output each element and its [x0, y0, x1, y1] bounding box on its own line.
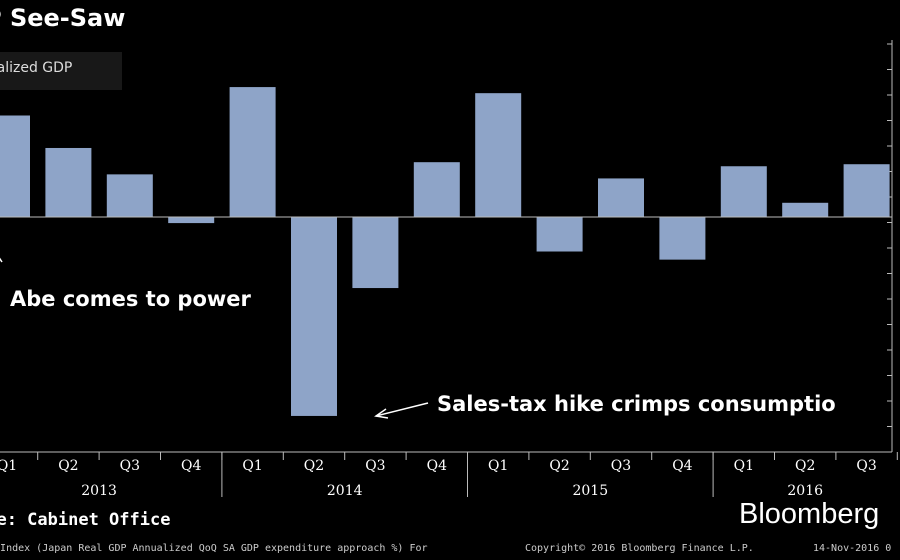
x-tick-label: Q2	[795, 458, 815, 474]
bar-6	[352, 217, 399, 289]
bar-12	[720, 166, 767, 217]
x-tick-label: Q4	[427, 458, 447, 474]
bar-9	[536, 217, 583, 252]
annotation-arrowhead	[374, 408, 389, 419]
x-tick-label: Q3	[120, 458, 140, 474]
legend-box	[0, 52, 122, 90]
legend-label: nnualized GDP	[0, 60, 73, 76]
annotation-arrow	[0, 257, 3, 263]
bar-2	[106, 174, 153, 217]
footer-index-note: DP Index (Japan Real GDP Annualized QoQ …	[0, 543, 428, 554]
year-label: 2015	[572, 483, 608, 499]
x-tick-label: Q3	[611, 458, 631, 474]
bar-7	[413, 162, 460, 217]
x-tick-label: Q3	[365, 458, 385, 474]
bar-8	[475, 93, 522, 217]
source-label: rce: Cabinet Office	[0, 510, 171, 530]
x-tick-label: Q4	[181, 458, 201, 474]
annotation-abe: Abe comes to power	[10, 287, 252, 311]
x-tick-label: Q1	[488, 458, 508, 474]
footer-date: 14-Nov-2016 0	[813, 543, 892, 554]
bar-14	[843, 164, 890, 217]
bar-13	[782, 202, 829, 217]
x-tick-label: Q2	[304, 458, 324, 474]
x-tick-label: Q2	[549, 458, 569, 474]
bar-3	[168, 217, 215, 224]
x-tick-label: Q1	[0, 458, 17, 474]
x-tick-label: Q2	[58, 458, 78, 474]
chart-title: P See-Saw	[0, 4, 126, 32]
bar-4	[229, 87, 276, 217]
x-tick-label: Q3	[856, 458, 876, 474]
bar-1	[45, 147, 92, 217]
bar-10	[598, 178, 644, 217]
bar-11	[659, 217, 706, 260]
year-label: 2016	[787, 483, 823, 499]
year-label: 2013	[81, 483, 117, 499]
year-label: 2014	[327, 483, 363, 499]
bar-5	[291, 217, 337, 416]
x-tick-label: Q1	[734, 458, 754, 474]
annotation-sales-tax: Sales-tax hike crimps consumptio	[437, 392, 836, 416]
x-tick-label: Q1	[242, 458, 262, 474]
annotation-arrow	[375, 402, 429, 417]
bar-0	[0, 115, 30, 217]
x-tick-label: Q4	[672, 458, 692, 474]
brand-logo: Bloomberg	[739, 498, 880, 530]
footer-copyright: Copyright© 2016 Bloomberg Finance L.P.	[525, 543, 754, 554]
